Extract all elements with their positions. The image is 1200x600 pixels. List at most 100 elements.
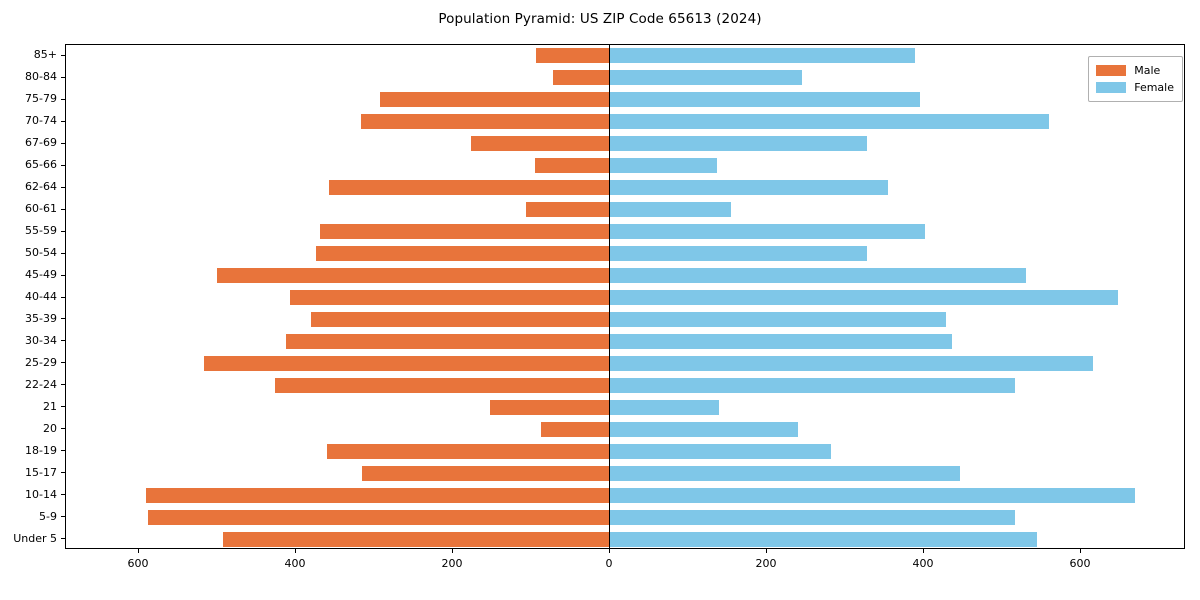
y-axis-label-15-17: 15-17 [25, 465, 57, 479]
pyramid-row [66, 243, 1184, 265]
y-axis-label-80-84: 80-84 [25, 70, 57, 84]
bar-female-5-9[interactable] [610, 509, 1016, 525]
y-axis-label-60-61: 60-61 [25, 202, 57, 216]
y-axis-tick [61, 120, 65, 122]
bar-male-22-24[interactable] [275, 377, 641, 393]
pyramid-row [66, 374, 1184, 396]
bar-female-80-84[interactable] [610, 70, 802, 86]
pyramid-row [66, 67, 1184, 89]
bar-male-25-29[interactable] [203, 355, 641, 371]
bar-male-40-44[interactable] [290, 289, 641, 305]
bar-male-55-59[interactable] [319, 224, 641, 240]
bar-female-10-14[interactable] [610, 487, 1136, 503]
bar-male-21[interactable] [490, 399, 641, 415]
pyramid-row [66, 330, 1184, 352]
bar-male-75-79[interactable] [380, 92, 641, 108]
legend-label-female: Female [1134, 81, 1174, 94]
bar-female-45-49[interactable] [610, 268, 1027, 284]
bar-female-35-39[interactable] [610, 311, 946, 327]
x-axis-tick [609, 549, 610, 553]
bar-male-45-49[interactable] [217, 268, 641, 284]
chart-legend[interactable]: Male Female [1088, 56, 1183, 102]
y-axis-label-35-39: 35-39 [25, 311, 57, 325]
bar-female-22-24[interactable] [610, 377, 1016, 393]
bar-female-18-19[interactable] [610, 443, 831, 459]
y-axis-label-75-79: 75-79 [25, 92, 57, 106]
bar-male-5-9[interactable] [148, 509, 641, 525]
bar-female-75-79[interactable] [610, 92, 921, 108]
bar-male-10-14[interactable] [146, 487, 641, 503]
bar-female-30-34[interactable] [610, 333, 953, 349]
y-axis-tick [61, 472, 65, 474]
pyramid-row [66, 506, 1184, 528]
y-axis-tick [61, 230, 65, 232]
y-axis-label-18-19: 18-19 [25, 443, 57, 457]
x-axis-label: 200 [755, 557, 777, 570]
y-axis-tick [61, 296, 65, 298]
zero-axis-line [609, 45, 610, 548]
bar-female-70-74[interactable] [610, 114, 1049, 130]
bar-female-under-5[interactable] [610, 531, 1038, 547]
bar-female-60-61[interactable] [610, 202, 731, 218]
bar-female-25-29[interactable] [610, 355, 1093, 371]
y-axis-label-10-14: 10-14 [25, 487, 57, 501]
plot-area [65, 44, 1185, 549]
y-axis-label-55-59: 55-59 [25, 224, 57, 238]
bar-female-40-44[interactable] [610, 289, 1118, 305]
pyramid-row [66, 265, 1184, 287]
y-axis-label-40-44: 40-44 [25, 290, 57, 303]
x-axis-label: 400 [912, 557, 934, 570]
pyramid-row [66, 177, 1184, 199]
bar-female-20[interactable] [610, 421, 799, 437]
bar-female-67-69[interactable] [610, 136, 867, 152]
bar-female-65-66[interactable] [610, 158, 717, 174]
x-axis-label: 400 [284, 557, 306, 570]
pyramid-row [66, 45, 1184, 67]
y-axis-tick [61, 362, 65, 364]
legend-label-male: Male [1134, 64, 1161, 77]
pyramid-row [66, 462, 1184, 484]
y-axis-tick [61, 516, 65, 518]
y-axis-label-30-34: 30-34 [25, 333, 57, 347]
legend-swatch-male [1096, 65, 1127, 76]
y-axis-tick [61, 76, 65, 78]
bar-male-35-39[interactable] [310, 311, 641, 327]
bar-female-55-59[interactable] [610, 224, 925, 240]
y-axis-tick [61, 494, 65, 496]
y-axis-tick [61, 274, 65, 276]
y-axis-tick [61, 98, 65, 100]
bar-male-50-54[interactable] [316, 246, 641, 262]
x-axis-tick [138, 549, 139, 553]
bar-female-21[interactable] [610, 399, 720, 415]
bar-male-30-34[interactable] [286, 333, 641, 349]
y-axis-label-under-5: Under 5 [13, 531, 57, 545]
pyramid-row [66, 155, 1184, 177]
legend-item-female: Female [1096, 79, 1174, 96]
bar-male-under-5[interactable] [223, 531, 641, 547]
x-axis-label: 600 [1069, 557, 1091, 570]
y-axis-label-20: 20 [43, 421, 57, 435]
bar-male-62-64[interactable] [329, 180, 641, 196]
bar-male-67-69[interactable] [470, 136, 641, 152]
x-axis-tick [295, 549, 296, 553]
chart-title: Population Pyramid: US ZIP Code 65613 (2… [438, 11, 762, 27]
bar-female-62-64[interactable] [610, 180, 888, 196]
y-axis-tick [61, 186, 65, 188]
bar-female-15-17[interactable] [610, 465, 961, 481]
bar-male-15-17[interactable] [361, 465, 641, 481]
pyramid-row [66, 133, 1184, 155]
bar-male-70-74[interactable] [360, 114, 641, 130]
legend-item-male: Male [1096, 62, 1174, 79]
bar-male-18-19[interactable] [327, 443, 641, 459]
y-axis-label-25-29: 25-29 [25, 355, 57, 369]
bar-female-50-54[interactable] [610, 246, 867, 262]
y-axis-label-67-69: 67-69 [25, 136, 57, 150]
y-axis-tick [61, 164, 65, 166]
y-axis-tick [61, 54, 65, 56]
pyramid-row [66, 484, 1184, 506]
x-axis-label: 0 [605, 557, 613, 570]
bar-female-85-[interactable] [610, 48, 915, 64]
pyramid-row [66, 111, 1184, 133]
y-axis-tick [61, 450, 65, 452]
y-axis-tick [61, 428, 65, 430]
